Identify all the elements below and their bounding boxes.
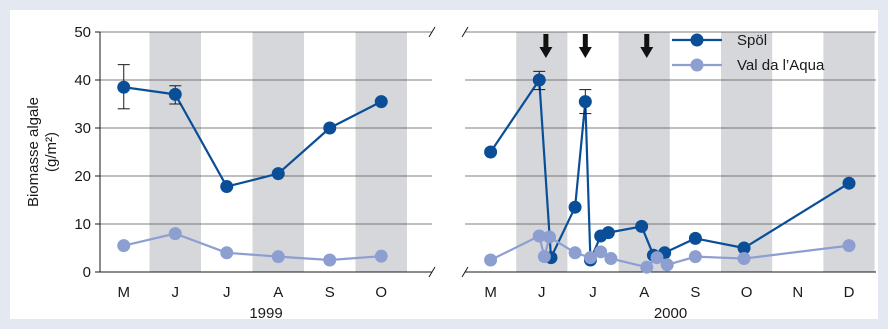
month-label-2000-8: D bbox=[844, 284, 855, 301]
month-shading bbox=[149, 32, 875, 272]
data-point-2000-0-7 bbox=[601, 226, 615, 240]
month-band-2000-4 bbox=[618, 32, 670, 272]
data-point-2000-0-4 bbox=[578, 95, 592, 109]
month-label-1999-1: M bbox=[118, 284, 131, 301]
month-label-1999-2: J bbox=[172, 284, 180, 301]
month-label-2000-3: J bbox=[589, 284, 597, 301]
month-label-2000-7: N bbox=[792, 284, 803, 301]
data-point-2000-0-13 bbox=[842, 176, 856, 190]
data-point-2000-1-13 bbox=[842, 239, 856, 253]
data-point-2000-0-12 bbox=[737, 241, 751, 255]
legend-marker-0 bbox=[690, 33, 704, 47]
data-point-1999-0-5 bbox=[374, 95, 388, 109]
y-tick-label-0: 0 bbox=[83, 264, 91, 281]
data-point-1999-0-4 bbox=[323, 121, 337, 135]
data-point-2000-0-8 bbox=[635, 219, 649, 233]
y-tick-label-20: 20 bbox=[74, 168, 91, 185]
data-point-2000-1-1 bbox=[532, 229, 546, 243]
flood-arrows bbox=[539, 34, 654, 58]
series-lines bbox=[117, 64, 856, 274]
month-label-1999-5: S bbox=[325, 284, 335, 301]
data-point-2000-1-3 bbox=[542, 230, 556, 244]
data-point-1999-0-0 bbox=[117, 80, 131, 94]
month-band-2000-8 bbox=[823, 32, 875, 272]
data-point-2000-0-3 bbox=[568, 200, 582, 214]
data-point-1999-0-3 bbox=[271, 167, 285, 181]
y-tick-label-10: 10 bbox=[74, 216, 91, 233]
month-label-2000-2: J bbox=[538, 284, 546, 301]
y-axis-label-line1: Biomasse algale bbox=[25, 97, 42, 207]
data-point-2000-0-0 bbox=[484, 145, 498, 159]
month-band-1999-6 bbox=[355, 32, 407, 272]
flood-arrow-1 bbox=[578, 34, 592, 58]
month-label-2000-4: A bbox=[639, 284, 649, 301]
axis-break-mark-1 bbox=[428, 266, 436, 278]
month-band-2000-6 bbox=[721, 32, 773, 272]
data-point-2000-0-1 bbox=[532, 73, 546, 87]
data-point-2000-1-9 bbox=[650, 251, 664, 265]
tick-labels: M J J A S O 1999 M J J A S O N D 2000 0 10 20 30 40 50 bbox=[74, 24, 854, 322]
data-point-2000-1-11 bbox=[688, 250, 702, 264]
axes bbox=[95, 26, 876, 278]
data-point-2000-1-8 bbox=[640, 260, 654, 274]
data-point-2000-1-5 bbox=[583, 251, 597, 265]
month-label-1999-3: J bbox=[223, 284, 231, 301]
gridlines bbox=[100, 31, 876, 225]
series-line-1999-0 bbox=[123, 86, 382, 188]
y-tick-label-30: 30 bbox=[74, 120, 91, 137]
month-label-2000-5: S bbox=[690, 284, 700, 301]
data-point-1999-0-1 bbox=[168, 87, 182, 101]
y-axis-label-line2: (g/m²) bbox=[43, 132, 60, 172]
data-point-2000-1-12 bbox=[737, 252, 751, 266]
data-point-2000-1-6 bbox=[594, 245, 608, 259]
data-point-2000-1-0 bbox=[484, 253, 498, 267]
data-point-1999-1-4 bbox=[323, 253, 337, 267]
legend-marker-1 bbox=[690, 58, 704, 72]
data-point-2000-1-10 bbox=[660, 258, 674, 272]
month-label-1999-6: O bbox=[375, 284, 387, 301]
y-tick-label-40: 40 bbox=[74, 72, 91, 89]
year-label-2000: 2000 bbox=[654, 305, 687, 322]
axis-break-mark-2 bbox=[461, 26, 469, 38]
y-axis-label: Biomasse algale (g/m²) bbox=[25, 97, 60, 207]
data-point-2000-0-11 bbox=[688, 231, 702, 245]
legend: Spöl Val da l’Aqua bbox=[672, 32, 825, 74]
month-label-2000-6: O bbox=[741, 284, 753, 301]
axis-break-mark-0 bbox=[428, 26, 436, 38]
data-point-1999-1-5 bbox=[374, 249, 388, 263]
y-tick-label-50: 50 bbox=[74, 24, 91, 41]
flood-arrow-2 bbox=[640, 34, 654, 58]
data-point-1999-1-2 bbox=[220, 246, 234, 260]
axis-break-mark-3 bbox=[461, 266, 469, 278]
legend-label-0: Spöl bbox=[737, 32, 767, 49]
data-point-1999-0-2 bbox=[220, 180, 234, 194]
data-point-1999-1-3 bbox=[271, 250, 285, 264]
month-label-2000-1: M bbox=[484, 284, 497, 301]
data-point-2000-1-7 bbox=[604, 252, 618, 266]
data-point-2000-1-4 bbox=[568, 246, 582, 260]
month-label-1999-4: A bbox=[273, 284, 283, 301]
legend-label-1: Val da l’Aqua bbox=[737, 57, 825, 74]
year-label-1999: 1999 bbox=[249, 305, 282, 322]
data-point-1999-1-0 bbox=[117, 239, 131, 253]
data-point-1999-1-1 bbox=[168, 227, 182, 241]
flood-arrow-0 bbox=[539, 34, 553, 58]
month-band-1999-4 bbox=[252, 32, 304, 272]
data-point-2000-1-2 bbox=[537, 250, 551, 264]
series-line-1999-1 bbox=[123, 232, 382, 262]
